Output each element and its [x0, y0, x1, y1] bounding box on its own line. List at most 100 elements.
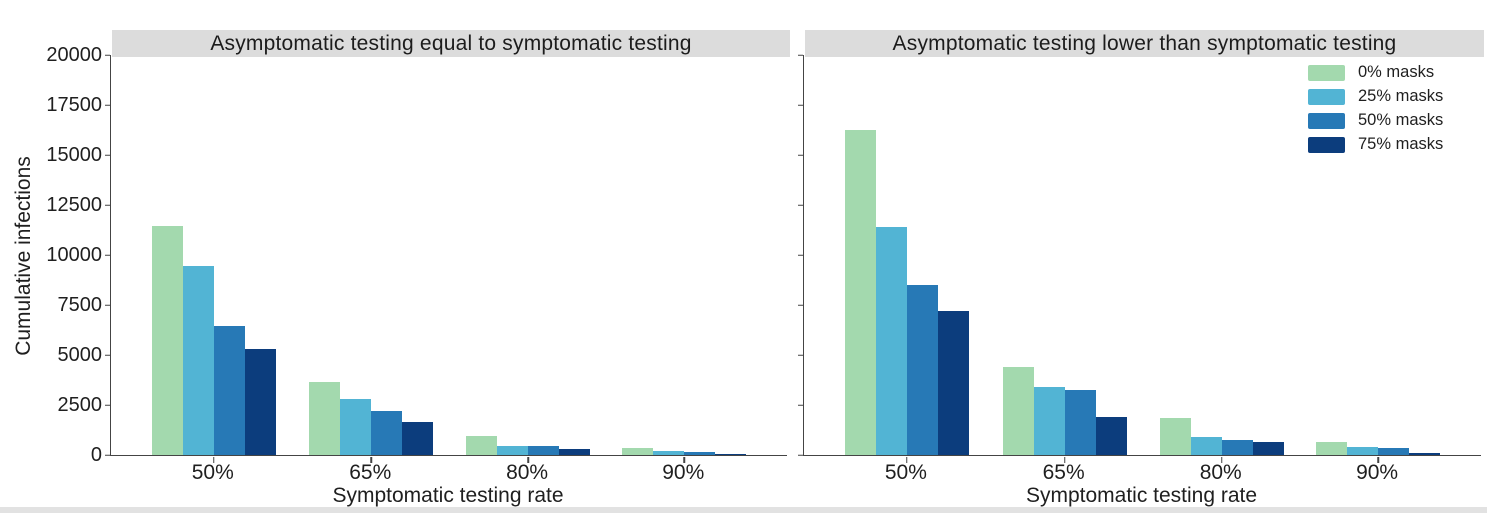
bar-group-90: [1316, 442, 1441, 455]
bar-group-50: [151, 226, 276, 455]
bar-75-masks-90: [715, 453, 747, 455]
y-tick-label-5000: 5000: [57, 344, 103, 366]
bar-0-masks-80: [466, 436, 498, 455]
y-tick-mark: [104, 154, 110, 156]
bar-75-masks-80: [1252, 442, 1284, 455]
y-tick-mark: [797, 154, 803, 156]
bar-0-masks-65: [1002, 367, 1034, 455]
x-tick-label-50: 50%: [191, 461, 234, 484]
y-tick-label-20000: 20000: [46, 44, 102, 66]
y-tick-mark: [797, 104, 803, 106]
x-tick-mark: [1063, 456, 1066, 463]
bar-group-50: [844, 130, 969, 455]
y-tick-mark: [104, 454, 110, 456]
legend: 0% masks 25% masks 50% masks 75% masks: [1308, 63, 1444, 153]
bar-25-masks-65: [340, 399, 372, 455]
y-tick-mark: [797, 304, 803, 306]
panel-left-title: Asymptomatic testing equal to symptomati…: [112, 30, 790, 57]
bar-0-masks-65: [309, 382, 341, 455]
y-tick-mark: [104, 204, 110, 206]
bar-25-masks-80: [1190, 437, 1222, 455]
bottom-edge-strip: [0, 507, 1487, 513]
bar-75-masks-65: [402, 422, 434, 455]
y-tick-mark: [797, 354, 803, 356]
x-tick-label-90: 90%: [1356, 461, 1399, 484]
bar-50-masks-90: [684, 452, 716, 455]
panel-right: Asymptomatic testing lower than symptoma…: [797, 0, 1484, 513]
bar-group-65: [1002, 367, 1127, 455]
panel-left-plot-area: [104, 54, 787, 463]
y-tick-mark: [104, 354, 110, 356]
y-tick-label-12500: 12500: [46, 194, 102, 216]
y-tick-mark: [104, 304, 110, 306]
legend-row-50-masks: 50% masks: [1308, 111, 1444, 129]
y-tick-label-15000: 15000: [46, 144, 102, 166]
bar-50-masks-65: [1064, 390, 1096, 455]
bar-0-masks-90: [1316, 442, 1348, 455]
y-tick-mark: [797, 204, 803, 206]
x-tick-label-80: 80%: [506, 461, 549, 484]
bar-group-80: [466, 436, 591, 455]
y-tick-mark: [797, 454, 803, 456]
bar-50-masks-80: [1221, 440, 1253, 455]
legend-row-75-masks: 75% masks: [1308, 135, 1444, 153]
x-tick-mark: [683, 456, 685, 463]
bar-0-masks-50: [151, 226, 183, 455]
bar-75-masks-80: [559, 449, 591, 455]
panel-left-x-axis-label: Symptomatic testing rate: [332, 484, 564, 507]
y-tick-label-2500: 2500: [57, 394, 103, 416]
bar-25-masks-80: [497, 446, 529, 455]
bar-25-masks-65: [1033, 387, 1065, 455]
bar-50-masks-90: [1378, 448, 1410, 455]
bar-50-masks-50: [213, 326, 245, 455]
panel-right-plot-area: [797, 54, 1481, 463]
y-tick-mark: [104, 404, 110, 406]
x-tick-mark: [213, 456, 215, 463]
y-tick-mark: [797, 54, 803, 56]
legend-swatch-0-masks: [1308, 64, 1345, 81]
bar-0-masks-80: [1159, 418, 1191, 455]
x-tick-label-65: 65%: [349, 461, 392, 484]
y-tick-label-7500: 7500: [57, 294, 103, 316]
legend-label-25-masks: 25% masks: [1358, 87, 1444, 105]
y-tick-mark: [104, 254, 110, 256]
legend-row-0-masks: 0% masks: [1308, 63, 1443, 81]
x-tick-label-90: 90%: [662, 461, 705, 484]
y-tick-mark: [104, 54, 110, 56]
bar-50-masks-80: [528, 446, 560, 455]
bar-50-masks-65: [371, 411, 403, 455]
x-tick-mark: [527, 456, 529, 463]
x-tick-label-80: 80%: [1199, 461, 1242, 484]
x-tick-mark: [1377, 456, 1379, 463]
y-tick-label-10000: 10000: [46, 244, 102, 266]
bar-25-masks-50: [182, 266, 214, 455]
bar-0-masks-90: [622, 448, 654, 455]
bar-75-masks-65: [1095, 417, 1127, 455]
legend-swatch-75-masks: [1308, 136, 1345, 153]
panel-left: Asymptomatic testing equal to symptomati…: [104, 0, 790, 513]
bar-25-masks-90: [653, 451, 685, 455]
legend-label-75-masks: 75% masks: [1358, 135, 1444, 153]
bar-25-masks-50: [875, 227, 907, 455]
y-tick-label-17500: 17500: [46, 94, 102, 116]
legend-row-25-masks: 25% masks: [1308, 87, 1444, 105]
legend-label-0-masks: 0% masks: [1358, 63, 1435, 81]
bar-75-masks-50: [937, 311, 969, 455]
x-tick-label-50: 50%: [884, 461, 927, 484]
y-tick-mark: [104, 104, 110, 106]
bar-50-masks-50: [906, 285, 938, 455]
y-tick-mark: [797, 404, 803, 406]
x-tick-mark: [906, 456, 908, 463]
x-tick-mark: [370, 456, 372, 463]
bar-group-80: [1159, 418, 1284, 455]
legend-swatch-50-masks: [1308, 112, 1345, 129]
x-tick-label-65: 65%: [1042, 461, 1085, 484]
bar-75-masks-90: [1409, 453, 1441, 455]
y-tick-label-0: 0: [90, 444, 102, 466]
y-tick-mark: [797, 254, 803, 256]
bar-75-masks-50: [244, 349, 276, 455]
legend-label-50-masks: 50% masks: [1358, 111, 1444, 129]
panel-right-title: Asymptomatic testing lower than symptoma…: [805, 30, 1484, 57]
panel-right-x-axis-label: Symptomatic testing rate: [1025, 484, 1258, 507]
